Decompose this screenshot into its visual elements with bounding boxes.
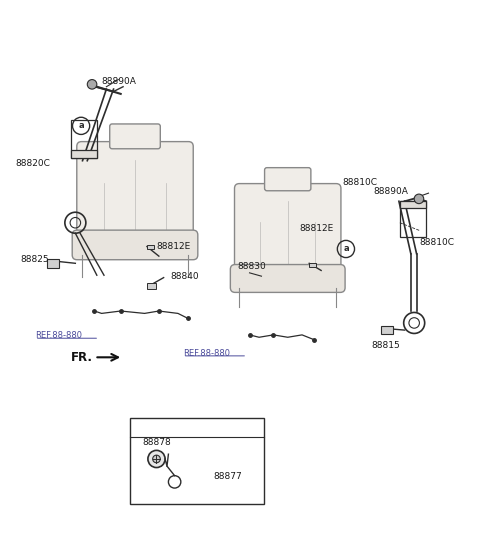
Text: 88877: 88877 (214, 472, 242, 481)
Text: 88810C: 88810C (419, 238, 454, 248)
Text: 88812E: 88812E (156, 242, 191, 251)
Bar (147, 283, 156, 288)
Bar (71, 150, 97, 158)
Circle shape (153, 455, 160, 463)
Text: REF.88-880: REF.88-880 (35, 332, 82, 340)
Text: 88890A: 88890A (373, 187, 408, 196)
FancyBboxPatch shape (230, 264, 345, 292)
Text: 88830: 88830 (238, 262, 266, 271)
FancyBboxPatch shape (235, 184, 341, 277)
FancyBboxPatch shape (110, 124, 160, 149)
Text: REF.88-880: REF.88-880 (183, 349, 230, 358)
Text: 88878: 88878 (142, 438, 171, 447)
Text: a: a (78, 122, 84, 130)
Text: a: a (343, 245, 349, 254)
Bar (71, 120, 97, 158)
Text: 88820C: 88820C (16, 158, 50, 167)
FancyBboxPatch shape (72, 230, 198, 260)
Text: 88825: 88825 (21, 254, 49, 264)
Text: 88840: 88840 (171, 272, 199, 281)
Bar (309, 263, 316, 267)
Text: 88815: 88815 (371, 341, 400, 350)
Text: 88890A: 88890A (102, 77, 136, 86)
FancyBboxPatch shape (264, 167, 311, 191)
Text: a: a (138, 423, 144, 432)
FancyBboxPatch shape (130, 418, 264, 505)
Bar (400, 201, 426, 237)
Bar (400, 201, 426, 208)
Circle shape (148, 450, 165, 468)
Text: 88812E: 88812E (300, 225, 334, 234)
Text: 88810C: 88810C (343, 178, 378, 187)
Circle shape (414, 194, 424, 204)
Bar (381, 326, 393, 334)
Bar (147, 245, 154, 249)
Circle shape (87, 80, 97, 89)
FancyBboxPatch shape (77, 142, 193, 243)
Bar (47, 259, 59, 268)
Text: FR.: FR. (71, 351, 93, 364)
